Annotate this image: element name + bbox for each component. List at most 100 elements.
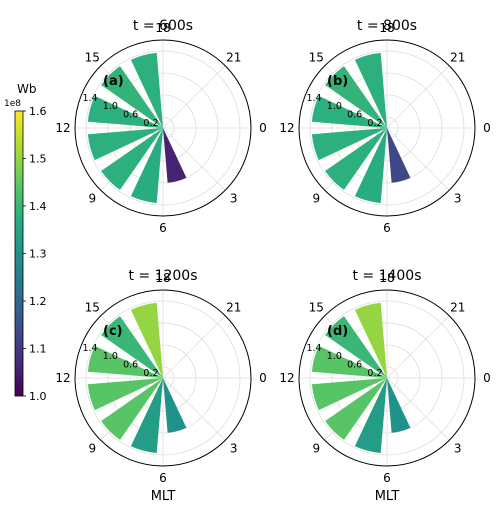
panel-title: t = 1400s	[352, 268, 421, 284]
bar-wedge	[130, 302, 163, 378]
angular-tick-label: 21	[226, 50, 241, 64]
angular-tick-label: 12	[279, 121, 294, 135]
angular-tick-label: 0	[259, 121, 267, 135]
bar-wedge	[130, 52, 163, 129]
angular-tick-label: 0	[259, 371, 267, 385]
colorbar-offset-text: 1e8	[4, 99, 21, 109]
colorbar-tick-label: 1.0	[29, 390, 47, 403]
radial-tick-label: 0.2	[367, 368, 382, 379]
bar-wedge	[311, 378, 387, 411]
angular-gridline	[162, 377, 226, 441]
radial-tick-label: 1.4	[82, 93, 97, 104]
radial-tick-label: 0.2	[143, 368, 158, 379]
bar-wedge	[354, 302, 387, 378]
radial-tick-label: 1.0	[103, 351, 118, 362]
panel-title: t = 800s	[357, 18, 417, 34]
bar-wedge	[325, 66, 387, 128]
bar-wedge	[325, 128, 387, 190]
colorbar-tick-label: 1.1	[29, 343, 47, 356]
angular-tick-label: 0	[483, 371, 491, 385]
radial-tick-label: 0.6	[347, 110, 362, 121]
polar-frame	[74, 39, 252, 217]
bar-wedge	[311, 95, 387, 128]
bar-wedge	[311, 345, 387, 378]
polar-frame	[74, 289, 252, 467]
polar-frame	[298, 39, 476, 217]
radial-tick-label: 1.4	[306, 343, 321, 354]
radial-tick-label: 1.4	[82, 343, 97, 354]
angular-tick-label: 6	[383, 221, 391, 235]
panel-letter: (b)	[327, 74, 348, 89]
angular-tick-label: 9	[312, 192, 320, 206]
bar-wedge	[87, 95, 163, 128]
bar-wedge	[87, 128, 163, 161]
bar-wedge	[101, 128, 163, 190]
bar-wedge	[163, 378, 187, 433]
colorbar-tick-label: 1.2	[29, 295, 47, 308]
colorbar: Wb 1e8 1.0 1.1 1.2 1.3 1.4 1.5 1.6	[4, 82, 47, 403]
angular-tick-label: 21	[226, 300, 241, 314]
panel-title: t = 600s	[133, 18, 193, 34]
angular-tick-label: 21	[450, 50, 465, 64]
colorbar-tick-label: 1.4	[29, 200, 47, 213]
bar-wedge	[354, 378, 387, 454]
panel-title: t = 1200s	[128, 268, 197, 284]
angular-tick-label: 18	[379, 21, 394, 35]
bar-wedge	[387, 378, 411, 433]
x-axis-label-left: MLT	[151, 489, 176, 504]
radial-tick-label: 0.6	[123, 110, 138, 121]
angular-tick-label: 6	[159, 471, 167, 485]
radial-tick-label: 0.6	[347, 360, 362, 371]
angular-tick-label: 15	[85, 300, 100, 314]
bar-wedge	[87, 345, 163, 378]
colorbar-label: Wb	[17, 82, 36, 96]
colorbar-tick-label: 1.5	[29, 153, 47, 166]
radial-tick-label: 1.0	[327, 351, 342, 362]
colorbar-tick-label: 1.3	[29, 248, 47, 261]
radial-tick-label: 0.6	[123, 360, 138, 371]
panel-letter: (c)	[103, 324, 123, 339]
radial-tick-label: 1.0	[327, 101, 342, 112]
bar-wedge	[325, 378, 387, 440]
angular-tick-label: 12	[55, 121, 70, 135]
angular-tick-label: 3	[230, 442, 238, 456]
angular-tick-label: 9	[312, 442, 320, 456]
angular-tick-label: 15	[85, 50, 100, 64]
bar-wedge	[387, 128, 411, 183]
bar-wedge	[325, 316, 387, 378]
angular-tick-label: 3	[230, 192, 238, 206]
x-axis-label-right: MLT	[375, 489, 400, 504]
angular-tick-label: 15	[309, 300, 324, 314]
angular-tick-label: 18	[379, 271, 394, 285]
angular-gridline	[386, 315, 450, 379]
radial-tick-label: 0.2	[367, 118, 382, 129]
panel-letter: (d)	[327, 324, 348, 339]
angular-tick-label: 3	[454, 442, 462, 456]
angular-gridline	[162, 127, 226, 191]
angular-gridline	[386, 377, 450, 441]
angular-tick-label: 21	[450, 300, 465, 314]
radial-tick-label: 0.2	[143, 118, 158, 129]
angular-gridline	[162, 65, 226, 129]
angular-tick-label: 18	[155, 271, 170, 285]
colorbar-ticks: 1.0 1.1 1.2 1.3 1.4 1.5 1.6	[23, 105, 47, 403]
angular-tick-label: 12	[55, 371, 70, 385]
angular-tick-label: 0	[483, 121, 491, 135]
angular-tick-label: 6	[159, 221, 167, 235]
angular-tick-label: 9	[88, 192, 96, 206]
bar-wedge	[101, 316, 163, 378]
colorbar-gradient	[14, 110, 24, 397]
bar-wedge	[354, 128, 387, 204]
panel-letter: (a)	[103, 74, 124, 89]
angular-tick-label: 6	[383, 471, 391, 485]
bar-wedge	[130, 128, 163, 204]
angular-tick-label: 3	[454, 192, 462, 206]
angular-tick-label: 18	[155, 21, 170, 35]
radial-tick-label: 1.0	[103, 101, 118, 112]
